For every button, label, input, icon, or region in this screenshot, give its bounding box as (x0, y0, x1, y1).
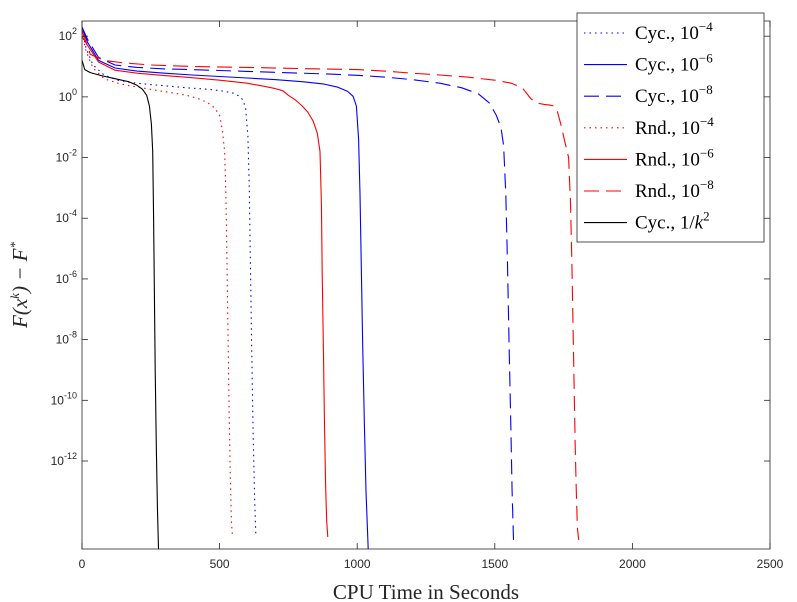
legend-label-7: Cyc., 1/k2 (635, 209, 710, 234)
legend-box (576, 12, 765, 243)
x-tick-label: 1000 (344, 557, 371, 571)
x-tick-label: 2000 (619, 557, 646, 571)
x-tick-label: 500 (210, 557, 230, 571)
y-tick-label: 10-6 (56, 269, 77, 286)
legend-label-4: Rnd., 10−4 (635, 114, 714, 139)
y-tick-label: 10-12 (51, 451, 77, 468)
series-line-5 (82, 35, 329, 537)
y-tick-label: 10-10 (51, 390, 77, 407)
legend-label-3: Cyc., 10−8 (635, 82, 713, 107)
series-line-4 (82, 32, 234, 537)
plot-frame (81, 20, 771, 550)
x-tick-label: 2500 (757, 557, 784, 571)
x-tick-label: 1500 (481, 557, 508, 571)
y-tick-label: 10-2 (56, 148, 77, 165)
y-tick-label: 102 (59, 26, 77, 43)
series-line-6 (82, 29, 580, 540)
y-tick-label: 100 (59, 87, 77, 104)
series-line-2 (82, 26, 369, 549)
legend-label-6: Rnd., 10−8 (635, 177, 714, 202)
legend-label-1: Cyc., 10−4 (635, 19, 713, 44)
legend-label-5: Rnd., 10−6 (635, 145, 714, 170)
y-tick-label: 10-8 (56, 330, 77, 347)
legend: Cyc., 10−4 Cyc., 10−6 Cyc., 10−8 Rnd., 10−4… (576, 12, 765, 243)
x-tick-label: 0 (79, 557, 86, 571)
series-line-3 (82, 26, 515, 540)
y-axis-title: F(xk) − F* (7, 242, 32, 329)
y-tick-label: 10-4 (56, 208, 77, 225)
x-axis-title: CPU Time in Seconds (333, 580, 519, 602)
series-line-1 (82, 29, 257, 537)
legend-label-2: Cyc., 10−6 (635, 51, 713, 76)
series-line-7 (82, 60, 160, 549)
